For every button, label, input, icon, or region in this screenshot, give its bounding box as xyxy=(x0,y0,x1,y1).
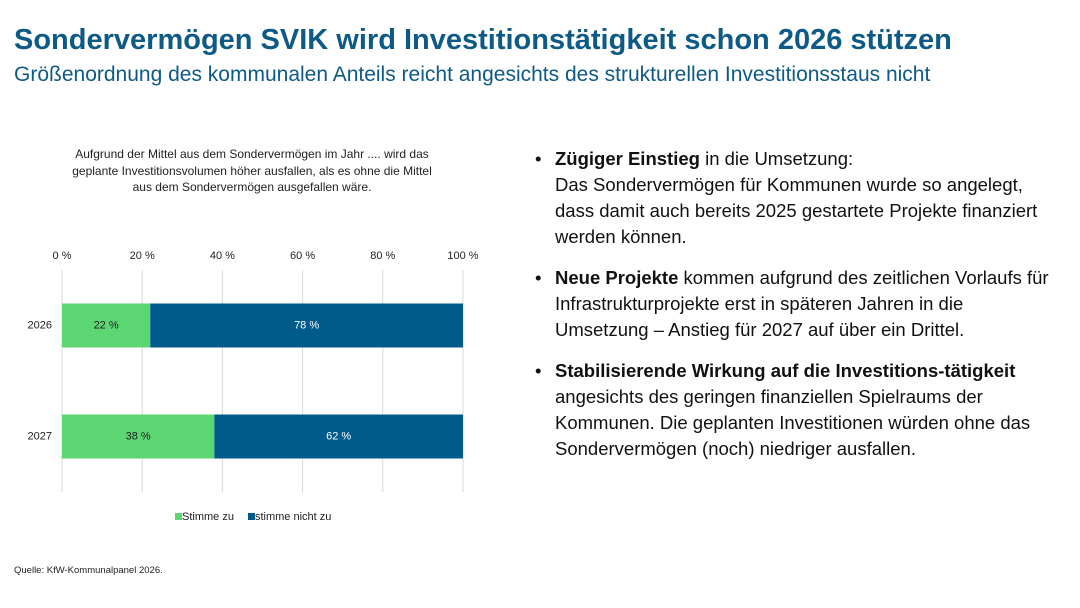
x-tick-label: 60 % xyxy=(290,250,315,262)
bullet-text: angesichts des geringen finanziellen Spi… xyxy=(555,386,1031,459)
value-label: 62 % xyxy=(326,430,351,442)
y-tick-label: 2027 xyxy=(28,430,52,442)
bar-segment xyxy=(214,414,463,459)
y-tick-label: 2026 xyxy=(28,319,52,331)
value-label: 78 % xyxy=(294,319,319,331)
bullet-text: Das Sondervermögen für Kommunen wurde so… xyxy=(555,174,1038,247)
legend-label: Stimme zu xyxy=(182,511,234,523)
bullet-bold: Zügiger Einstieg xyxy=(555,148,700,169)
bullet-bold: Stabilisierende Wirkung auf die Investit… xyxy=(555,360,1016,381)
x-tick-label: 80 % xyxy=(370,250,395,262)
bullet: Stabilisierende Wirkung auf die Investit… xyxy=(533,358,1053,462)
chart: 0 % 20 % 40 % 60 % 80 % 100 % 2026 22 % 78 % 2027… xyxy=(28,250,479,523)
bullet-bold: Neue Projekte xyxy=(555,267,679,288)
x-tick-label: 0 % xyxy=(53,250,72,262)
bar-segment xyxy=(62,414,215,459)
bullet-text: in die Umsetzung: xyxy=(705,148,854,169)
legend-swatch xyxy=(175,513,182,520)
x-tick-label: 20 % xyxy=(130,250,155,262)
bullet-list: Zügiger Einstieg in die Umsetzung: Das So… xyxy=(533,146,1053,477)
value-label: 38 % xyxy=(126,430,151,442)
chart-title: Aufgrund der Mittel aus dem Sondervermög… xyxy=(72,147,432,194)
value-label: 22 % xyxy=(94,319,119,331)
slide-title: Sondervermögen SVIK wird Investitionstät… xyxy=(14,24,952,56)
x-tick-label: 40 % xyxy=(210,250,235,262)
bullet: Neue Projekte kommen aufgrund des zeitli… xyxy=(533,265,1053,343)
legend-label: stimme nicht zu xyxy=(255,511,331,523)
bullet-text: kommen aufgrund des zeitlichen Vorlaufs … xyxy=(555,267,1049,340)
slide-subtitle: Größenordnung des kommunalen Anteils rei… xyxy=(14,63,931,86)
bar-segment xyxy=(150,303,463,348)
bullet: Zügiger Einstieg in die Umsetzung: Das So… xyxy=(533,146,1053,250)
x-tick-label: 100 % xyxy=(447,250,478,262)
source-note: Quelle: KfW-Kommunalpanel 2026. xyxy=(14,565,163,576)
legend-swatch xyxy=(247,513,255,520)
bar-segment xyxy=(62,303,151,348)
